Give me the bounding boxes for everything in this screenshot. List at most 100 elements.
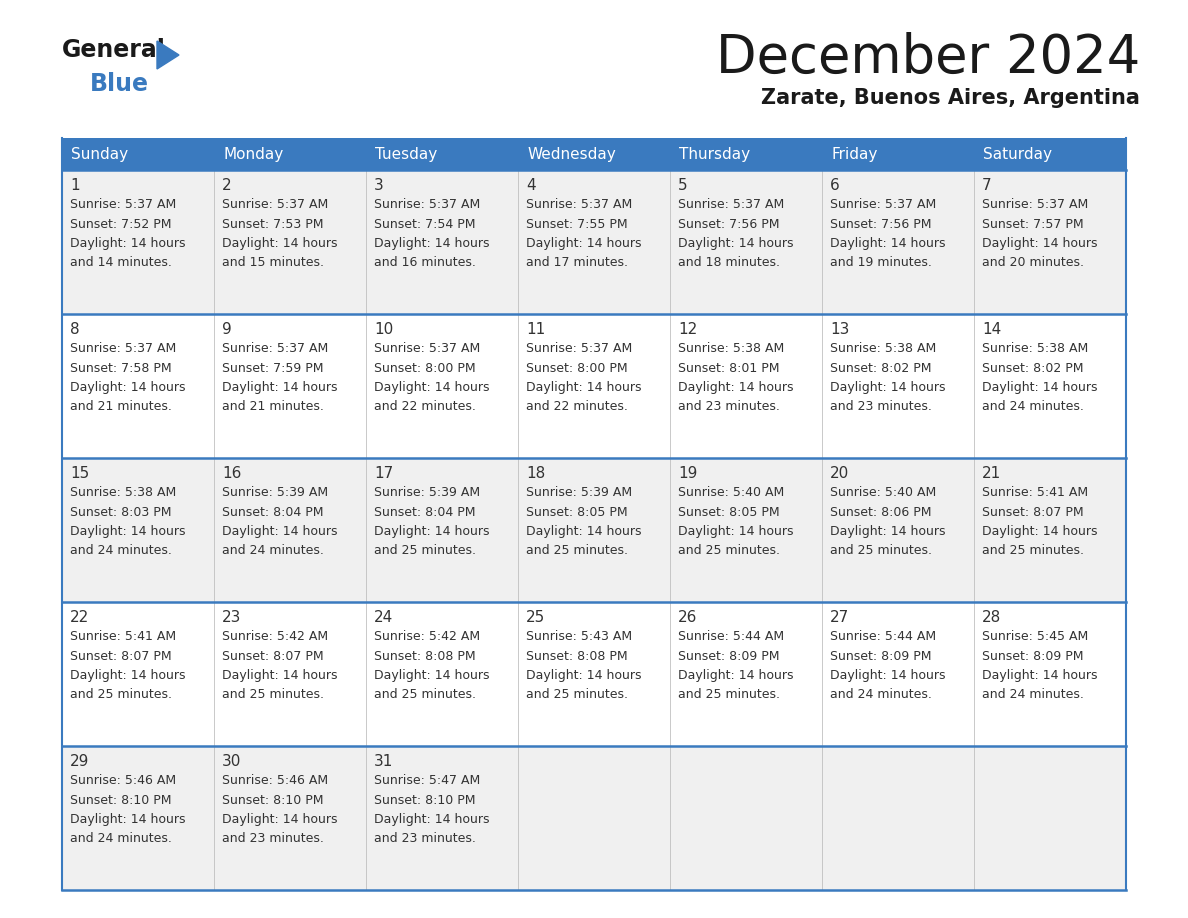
Text: Sunrise: 5:39 AM: Sunrise: 5:39 AM: [526, 486, 632, 499]
Text: 2: 2: [222, 178, 232, 193]
Text: 24: 24: [374, 610, 393, 625]
Text: Sunset: 7:59 PM: Sunset: 7:59 PM: [222, 362, 323, 375]
Text: Sunset: 8:07 PM: Sunset: 8:07 PM: [222, 650, 323, 663]
Text: and 16 minutes.: and 16 minutes.: [374, 256, 476, 270]
Text: 16: 16: [222, 466, 241, 481]
Bar: [62, 458, 1126, 602]
Text: Daylight: 14 hours: Daylight: 14 hours: [982, 669, 1098, 682]
Text: and 24 minutes.: and 24 minutes.: [222, 544, 324, 557]
Text: Sunrise: 5:42 AM: Sunrise: 5:42 AM: [374, 630, 480, 643]
Text: Sunset: 8:09 PM: Sunset: 8:09 PM: [982, 650, 1083, 663]
Text: Sunset: 8:04 PM: Sunset: 8:04 PM: [222, 506, 323, 519]
Text: Sunset: 8:09 PM: Sunset: 8:09 PM: [678, 650, 779, 663]
Text: Sunrise: 5:38 AM: Sunrise: 5:38 AM: [70, 486, 176, 499]
Bar: [62, 138, 214, 170]
Text: Sunset: 7:53 PM: Sunset: 7:53 PM: [222, 218, 323, 230]
Text: 4: 4: [526, 178, 536, 193]
Text: Daylight: 14 hours: Daylight: 14 hours: [374, 381, 489, 394]
Text: 22: 22: [70, 610, 89, 625]
Text: Daylight: 14 hours: Daylight: 14 hours: [222, 669, 337, 682]
Bar: [822, 138, 974, 170]
Bar: [974, 138, 1126, 170]
Text: Sunset: 8:05 PM: Sunset: 8:05 PM: [526, 506, 627, 519]
Text: Friday: Friday: [832, 147, 878, 162]
Text: and 20 minutes.: and 20 minutes.: [982, 256, 1083, 270]
Text: Sunrise: 5:45 AM: Sunrise: 5:45 AM: [982, 630, 1088, 643]
Text: Daylight: 14 hours: Daylight: 14 hours: [374, 525, 489, 538]
Text: and 18 minutes.: and 18 minutes.: [678, 256, 781, 270]
Text: Sunrise: 5:39 AM: Sunrise: 5:39 AM: [374, 486, 480, 499]
Text: Sunset: 8:05 PM: Sunset: 8:05 PM: [678, 506, 779, 519]
Text: and 22 minutes.: and 22 minutes.: [526, 400, 628, 413]
Text: Daylight: 14 hours: Daylight: 14 hours: [374, 237, 489, 250]
Text: 27: 27: [830, 610, 849, 625]
Text: Sunset: 8:07 PM: Sunset: 8:07 PM: [70, 650, 171, 663]
Text: Zarate, Buenos Aires, Argentina: Zarate, Buenos Aires, Argentina: [762, 88, 1140, 108]
Text: and 19 minutes.: and 19 minutes.: [830, 256, 931, 270]
Text: Daylight: 14 hours: Daylight: 14 hours: [830, 525, 946, 538]
Text: 26: 26: [678, 610, 697, 625]
Text: Sunrise: 5:37 AM: Sunrise: 5:37 AM: [70, 198, 176, 211]
Text: and 25 minutes.: and 25 minutes.: [982, 544, 1083, 557]
Text: Sunrise: 5:41 AM: Sunrise: 5:41 AM: [70, 630, 176, 643]
Text: 25: 25: [526, 610, 545, 625]
Text: Sunset: 8:08 PM: Sunset: 8:08 PM: [526, 650, 627, 663]
Text: Sunset: 8:03 PM: Sunset: 8:03 PM: [70, 506, 171, 519]
Text: Sunrise: 5:40 AM: Sunrise: 5:40 AM: [678, 486, 784, 499]
Text: 11: 11: [526, 322, 545, 337]
Text: 18: 18: [526, 466, 545, 481]
Text: 13: 13: [830, 322, 849, 337]
Text: Sunset: 7:57 PM: Sunset: 7:57 PM: [982, 218, 1083, 230]
Text: and 24 minutes.: and 24 minutes.: [830, 688, 931, 701]
Text: 20: 20: [830, 466, 849, 481]
Text: 31: 31: [374, 754, 393, 769]
Text: and 17 minutes.: and 17 minutes.: [526, 256, 628, 270]
Text: 14: 14: [982, 322, 1001, 337]
Bar: [518, 138, 670, 170]
Text: Daylight: 14 hours: Daylight: 14 hours: [70, 381, 185, 394]
Text: and 15 minutes.: and 15 minutes.: [222, 256, 324, 270]
Text: and 24 minutes.: and 24 minutes.: [70, 833, 172, 845]
Text: 1: 1: [70, 178, 80, 193]
Text: 12: 12: [678, 322, 697, 337]
Text: Sunrise: 5:38 AM: Sunrise: 5:38 AM: [982, 342, 1088, 355]
Text: Sunset: 8:09 PM: Sunset: 8:09 PM: [830, 650, 931, 663]
Text: Sunrise: 5:37 AM: Sunrise: 5:37 AM: [526, 198, 632, 211]
Text: 9: 9: [222, 322, 232, 337]
Text: Sunset: 8:04 PM: Sunset: 8:04 PM: [374, 506, 475, 519]
Text: Sunset: 7:56 PM: Sunset: 7:56 PM: [678, 218, 779, 230]
Text: Daylight: 14 hours: Daylight: 14 hours: [526, 525, 642, 538]
Text: Sunrise: 5:46 AM: Sunrise: 5:46 AM: [70, 774, 176, 787]
Text: 28: 28: [982, 610, 1001, 625]
Text: and 25 minutes.: and 25 minutes.: [374, 688, 476, 701]
Text: Thursday: Thursday: [680, 147, 751, 162]
Text: and 25 minutes.: and 25 minutes.: [70, 688, 172, 701]
Text: and 25 minutes.: and 25 minutes.: [830, 544, 933, 557]
Text: Sunrise: 5:38 AM: Sunrise: 5:38 AM: [830, 342, 936, 355]
Text: Wednesday: Wednesday: [527, 147, 615, 162]
Text: and 23 minutes.: and 23 minutes.: [678, 400, 779, 413]
Text: Daylight: 14 hours: Daylight: 14 hours: [526, 237, 642, 250]
Text: December 2024: December 2024: [715, 32, 1140, 84]
Text: and 23 minutes.: and 23 minutes.: [222, 833, 324, 845]
Text: Sunrise: 5:42 AM: Sunrise: 5:42 AM: [222, 630, 328, 643]
Text: and 25 minutes.: and 25 minutes.: [678, 688, 781, 701]
Text: Daylight: 14 hours: Daylight: 14 hours: [70, 669, 185, 682]
Text: Daylight: 14 hours: Daylight: 14 hours: [678, 669, 794, 682]
Text: and 24 minutes.: and 24 minutes.: [70, 544, 172, 557]
Text: Daylight: 14 hours: Daylight: 14 hours: [678, 237, 794, 250]
Text: Sunrise: 5:44 AM: Sunrise: 5:44 AM: [830, 630, 936, 643]
Bar: [62, 602, 1126, 746]
Text: Daylight: 14 hours: Daylight: 14 hours: [70, 813, 185, 826]
Text: and 25 minutes.: and 25 minutes.: [526, 688, 628, 701]
Text: Sunset: 8:10 PM: Sunset: 8:10 PM: [70, 793, 171, 807]
Text: Sunset: 7:52 PM: Sunset: 7:52 PM: [70, 218, 171, 230]
Text: 15: 15: [70, 466, 89, 481]
Text: 6: 6: [830, 178, 840, 193]
Text: Daylight: 14 hours: Daylight: 14 hours: [982, 237, 1098, 250]
Text: Daylight: 14 hours: Daylight: 14 hours: [678, 525, 794, 538]
Text: and 25 minutes.: and 25 minutes.: [526, 544, 628, 557]
Text: Sunrise: 5:37 AM: Sunrise: 5:37 AM: [830, 198, 936, 211]
Text: Sunset: 7:56 PM: Sunset: 7:56 PM: [830, 218, 931, 230]
Text: Daylight: 14 hours: Daylight: 14 hours: [526, 669, 642, 682]
